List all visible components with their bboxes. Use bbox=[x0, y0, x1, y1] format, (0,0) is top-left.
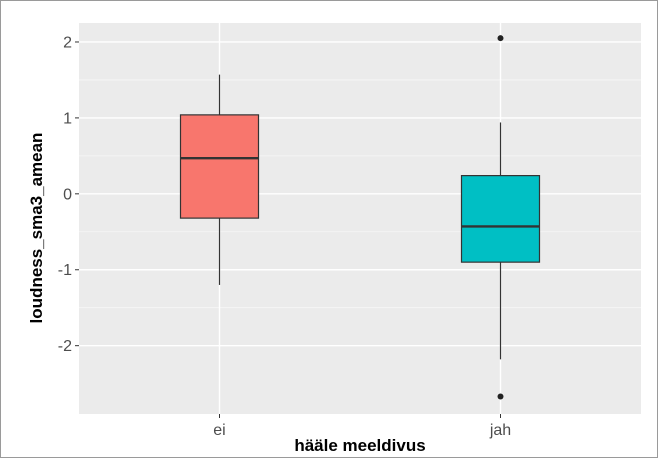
x-tick-label: jah bbox=[489, 422, 511, 439]
y-axis-ticks: -2 -1 0 1 2 bbox=[58, 34, 79, 355]
y-tick-label: -2 bbox=[58, 338, 72, 355]
iqr-box bbox=[460, 175, 541, 263]
y-tick-label: -1 bbox=[58, 262, 72, 279]
y-tick-label: 2 bbox=[63, 34, 72, 51]
iqr-box bbox=[179, 114, 260, 219]
minor-grid bbox=[79, 79, 641, 309]
y-tick-label: 1 bbox=[63, 110, 72, 127]
x-axis-ticks: ei jah bbox=[213, 414, 511, 439]
outlier-point bbox=[497, 35, 504, 42]
boxes-layer bbox=[179, 35, 541, 400]
plot-panel bbox=[79, 23, 641, 414]
box-jah bbox=[460, 35, 541, 400]
outlier-point bbox=[497, 393, 504, 400]
x-axis-title: hääle meeldivus bbox=[294, 436, 425, 455]
box-ei bbox=[179, 74, 260, 285]
x-tick-label: ei bbox=[213, 422, 225, 439]
y-axis-title: loudness_sma3_amean bbox=[27, 133, 46, 324]
y-tick-label: 0 bbox=[63, 186, 72, 203]
